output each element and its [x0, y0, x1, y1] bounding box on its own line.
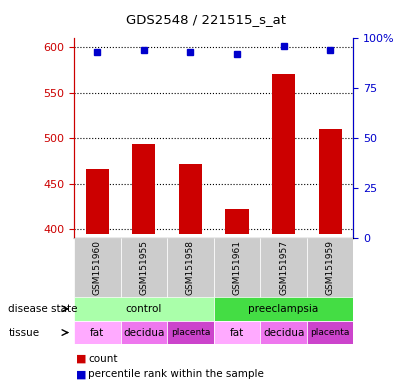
Text: tissue: tissue: [8, 328, 39, 338]
Text: placenta: placenta: [310, 328, 350, 337]
Text: preeclampsia: preeclampsia: [249, 304, 319, 314]
Text: GSM151955: GSM151955: [139, 240, 148, 295]
FancyBboxPatch shape: [214, 297, 353, 321]
Text: GSM151960: GSM151960: [93, 240, 102, 295]
FancyBboxPatch shape: [74, 321, 120, 344]
Text: control: control: [126, 304, 162, 314]
FancyBboxPatch shape: [214, 238, 260, 298]
Text: decidua: decidua: [123, 328, 164, 338]
Text: GSM151959: GSM151959: [326, 240, 335, 295]
FancyBboxPatch shape: [214, 321, 260, 344]
Bar: [272, 74, 295, 233]
FancyBboxPatch shape: [74, 297, 214, 321]
FancyBboxPatch shape: [260, 321, 307, 344]
FancyBboxPatch shape: [74, 238, 120, 298]
Bar: [85, 169, 109, 233]
FancyBboxPatch shape: [120, 238, 167, 298]
Bar: [225, 209, 249, 233]
Text: GSM151957: GSM151957: [279, 240, 288, 295]
Text: GSM151958: GSM151958: [186, 240, 195, 295]
Text: decidua: decidua: [263, 328, 304, 338]
FancyBboxPatch shape: [120, 321, 167, 344]
FancyBboxPatch shape: [167, 238, 214, 298]
Text: count: count: [88, 354, 118, 364]
Text: ■: ■: [76, 369, 87, 379]
Text: fat: fat: [230, 328, 244, 338]
Bar: [132, 144, 155, 233]
Text: GSM151961: GSM151961: [233, 240, 242, 295]
Text: placenta: placenta: [171, 328, 210, 337]
Text: disease state: disease state: [8, 304, 78, 314]
Bar: [179, 164, 202, 233]
Bar: [319, 129, 342, 233]
Text: percentile rank within the sample: percentile rank within the sample: [88, 369, 264, 379]
Text: fat: fat: [90, 328, 104, 338]
Text: ■: ■: [76, 354, 87, 364]
FancyBboxPatch shape: [307, 238, 353, 298]
FancyBboxPatch shape: [260, 238, 307, 298]
Text: GDS2548 / 221515_s_at: GDS2548 / 221515_s_at: [125, 13, 286, 26]
FancyBboxPatch shape: [307, 321, 353, 344]
FancyBboxPatch shape: [167, 321, 214, 344]
